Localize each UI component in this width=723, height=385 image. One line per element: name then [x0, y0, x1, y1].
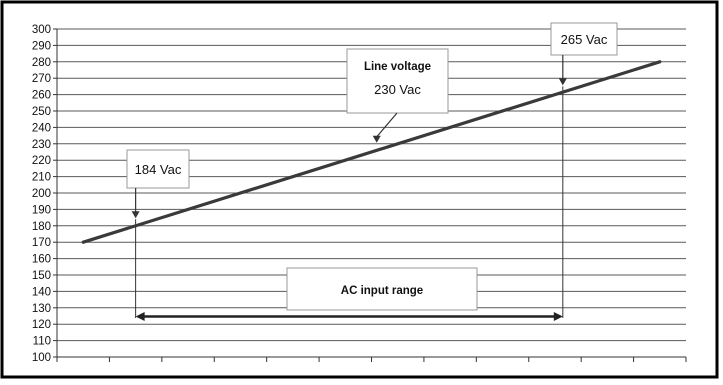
range-label: AC input range [341, 285, 423, 297]
y-tick-label: 280 [32, 57, 51, 69]
series-line [81, 60, 662, 244]
y-tick-label: 200 [32, 188, 51, 200]
y-tick-label: 240 [32, 122, 51, 134]
y-tick-label: 110 [33, 336, 51, 348]
callout-arrow-shaft-230 [376, 112, 398, 138]
drop-lines [135, 86, 564, 318]
range-arrow-head-left [135, 312, 145, 321]
callouts-layer: 184 Vac Line voltage 230 Vac 265 Vac [126, 22, 618, 219]
callout-box-230 [346, 48, 449, 114]
y-tick-labels: 100 110 120 130 140 150 160 170 180 190 200 210 220 2… [32, 24, 51, 364]
y-tick-label: 180 [32, 221, 51, 233]
callout-label-265: 265 Vac [561, 32, 608, 47]
callout-arrow-head-265 [558, 78, 567, 86]
callout-label-230: 230 Vac [374, 82, 421, 97]
range-label-box [286, 267, 478, 311]
callout-arrow-head-230 [372, 135, 381, 143]
y-tick-label: 300 [32, 24, 51, 36]
y-tick-label: 160 [32, 254, 51, 266]
axes [53, 28, 687, 362]
y-tick-label: 230 [32, 139, 51, 151]
callout-title-230: Line voltage [364, 61, 431, 73]
y-tick-label: 100 [32, 352, 51, 364]
callout-box-184 [126, 149, 190, 189]
series-layer [81, 60, 662, 244]
callout-box-265 [550, 22, 618, 56]
y-tick-label: 170 [32, 237, 51, 249]
callout-arrow-head-184 [131, 211, 140, 219]
y-tick-label: 220 [32, 155, 51, 167]
y-tick-label: 290 [32, 40, 51, 52]
y-tick-label: 260 [32, 90, 51, 102]
y-tick-label: 130 [32, 303, 51, 315]
y-tick-label: 270 [32, 73, 51, 85]
range-layer: AC input range [135, 267, 563, 321]
y-tick-label: 210 [32, 172, 51, 184]
y-tick-label: 140 [32, 286, 51, 298]
y-tick-label: 250 [32, 106, 51, 118]
y-tick-label: 150 [32, 270, 51, 282]
callout-label-184: 184 Vac [135, 162, 182, 177]
y-tick-label: 120 [32, 319, 51, 331]
range-arrow-head-right [553, 312, 563, 321]
y-tick-label: 190 [32, 204, 51, 216]
